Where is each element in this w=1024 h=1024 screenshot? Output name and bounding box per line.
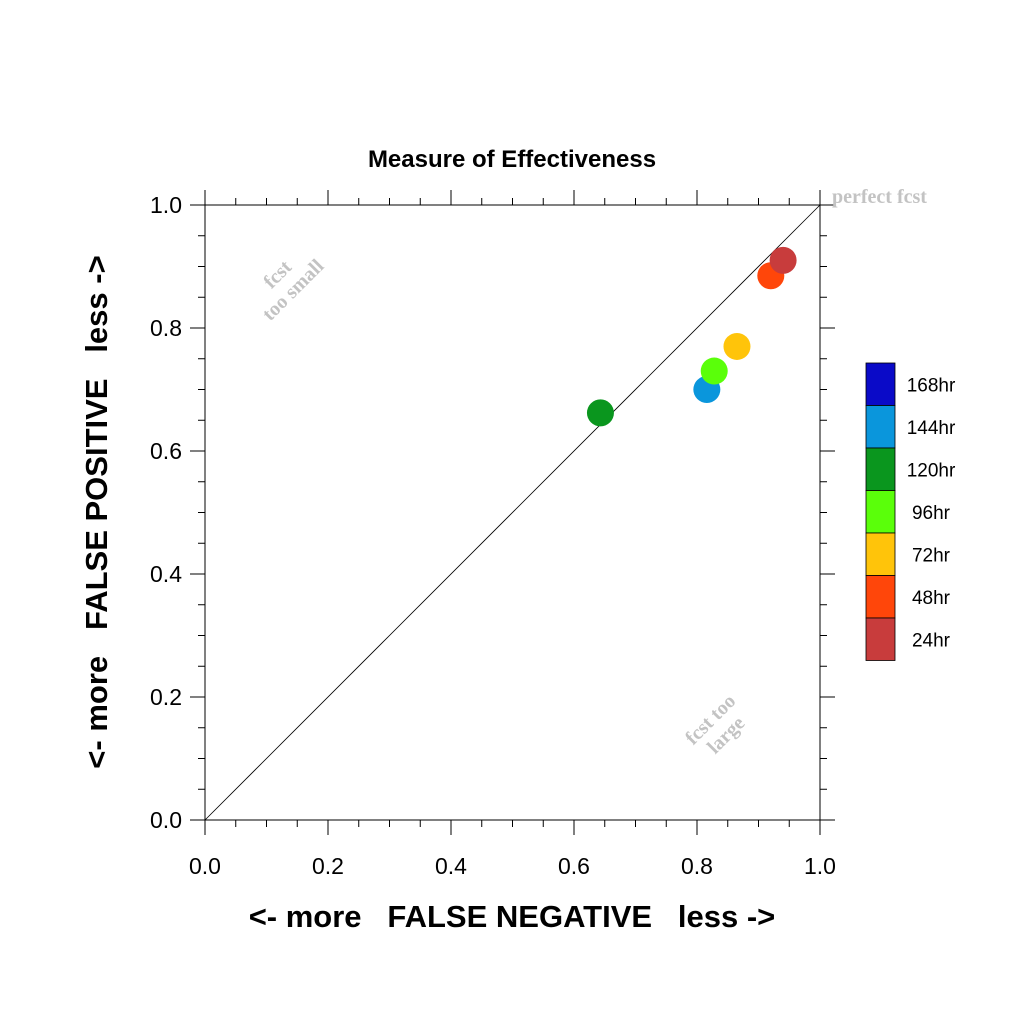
x-tick-label: 0.4	[435, 853, 467, 879]
legend: 168hr 144hr 120hr 96hr 72hr 48hr 24hr	[865, 362, 956, 661]
y-tick-label: 0.4	[150, 561, 182, 587]
legend-swatch-144hr	[865, 405, 896, 449]
y-tick-label: 1.0	[150, 192, 182, 218]
legend-swatch-72hr	[865, 532, 896, 576]
y-axis-label: <- more FALSE POSITIVE less ->	[79, 255, 114, 768]
data-point-120hr	[586, 399, 614, 427]
x-tick-label: 0.2	[312, 853, 344, 879]
x-axis-label: <- more FALSE NEGATIVE less ->	[249, 899, 776, 934]
x-tick-label: 0.6	[558, 853, 590, 879]
data-point-24hr	[769, 246, 797, 274]
legend-label-96hr: 96hr	[912, 503, 951, 524]
too-small-line2: too small	[258, 255, 328, 325]
legend-label-72hr: 72hr	[912, 545, 951, 566]
legend-swatch-48hr	[865, 575, 896, 619]
legend-swatch-96hr	[865, 490, 896, 534]
perfect-forecast-annotation: perfect fcst	[832, 186, 927, 208]
diagonal-reference-line	[204, 204, 821, 821]
legend-swatch-120hr	[865, 447, 896, 491]
data-point-96hr	[700, 357, 728, 385]
legend-swatch-24hr	[865, 617, 896, 661]
y-tick-label: 0.8	[150, 315, 182, 341]
x-tick-label: 1.0	[804, 853, 836, 879]
legend-label-144hr: 144hr	[907, 418, 956, 439]
data-point-72hr	[723, 332, 751, 360]
legend-label-48hr: 48hr	[912, 588, 951, 609]
legend-label-24hr: 24hr	[912, 630, 951, 651]
x-tick-label: 0.8	[681, 853, 713, 879]
too-large-annotation: fcst too large	[681, 690, 749, 758]
data-points	[586, 246, 797, 427]
y-tick-label: 0.2	[150, 684, 182, 710]
y-tick-label: 0.6	[150, 438, 182, 464]
too-small-annotation: fcst too small	[258, 255, 328, 325]
legend-swatch-168hr	[865, 362, 896, 406]
legend-label-120hr: 120hr	[907, 460, 956, 481]
chart-title: Measure of Effectiveness	[368, 146, 656, 173]
y-tick-label: 0.0	[150, 807, 182, 833]
plot-area: 0.0 0.2 0.4 0.6 0.8 1.0 0.0 0.2 0.4 0.6 0.8 1.0	[150, 190, 836, 879]
x-tick-label: 0.0	[189, 853, 221, 879]
legend-label-168hr: 168hr	[907, 375, 956, 396]
